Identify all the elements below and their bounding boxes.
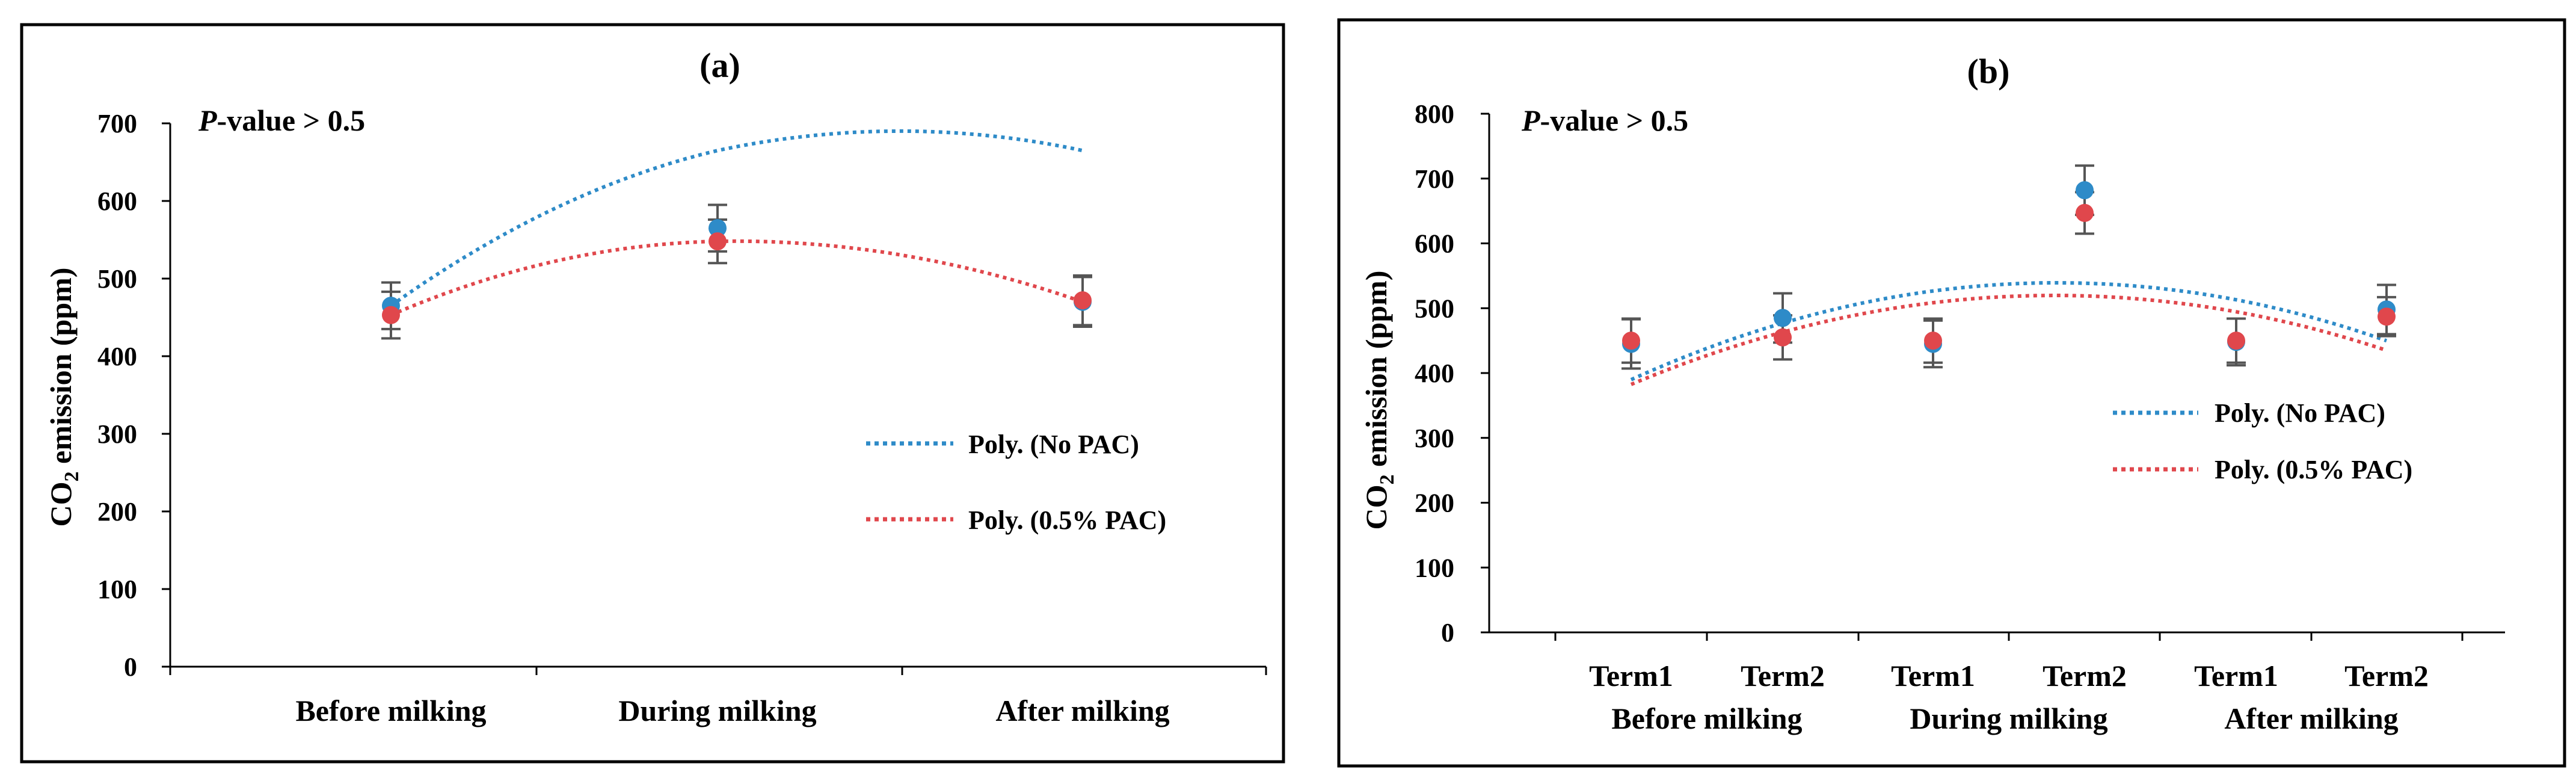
y-tick-label: 100 — [97, 575, 137, 604]
x-category-label: Term2 — [2043, 659, 2127, 693]
y-tick-label: 400 — [1415, 359, 1454, 388]
trendline-pac — [390, 239, 1083, 317]
panel-a-y-axis-label: CO2 emission (ppm) — [44, 268, 83, 527]
panel-a: (a) P-value > 0.5 CO2 emission (ppm) 0 10… — [20, 23, 1285, 764]
x-category-label: Term1 — [2194, 659, 2278, 693]
trendline-no-pac — [390, 129, 1083, 307]
point-pac — [1774, 328, 1792, 347]
y-tick-label: 600 — [97, 187, 137, 216]
x-group-label: During milking — [1910, 702, 2107, 735]
x-category-label: Term1 — [1891, 659, 1975, 693]
x-category-label: Term2 — [1741, 659, 1825, 693]
y-tick-label: 700 — [97, 109, 137, 138]
panel-b-p-value: P-value > 0.5 — [1521, 103, 1688, 137]
x-category-label: Term1 — [1589, 659, 1673, 693]
y-tick-label: 0 — [1441, 618, 1454, 647]
point-pac — [1622, 332, 1640, 350]
x-category-label: After milking — [995, 694, 1169, 727]
y-tick-label: 300 — [1415, 424, 1454, 453]
y-tick-label: 100 — [1415, 553, 1454, 582]
x-group-label: After milking — [2224, 702, 2398, 735]
panel-b-label: (b) — [1967, 52, 2010, 91]
panel-b-legend: Poly. (No PAC) Poly. (0.5% PAC) — [2113, 398, 2412, 484]
point-no-pac — [709, 219, 727, 238]
y-tick-label: 200 — [1415, 489, 1454, 518]
x-category-label: Term2 — [2344, 659, 2429, 693]
panel-b: (b) P-value > 0.5 CO2 emission (ppm) 0 10… — [1337, 18, 2566, 768]
point-no-pac — [1774, 309, 1792, 327]
point-pac — [382, 306, 400, 324]
point-pac — [2076, 203, 2094, 222]
panel-a-points — [381, 203, 1092, 340]
trendline-pac — [1630, 293, 2387, 386]
point-pac — [1924, 332, 1942, 350]
y-tick-label: 400 — [97, 342, 137, 371]
legend-pac-label: Poly. (0.5% PAC) — [968, 505, 1166, 535]
panel-a-axes: 0 100 200 300 400 500 600 700 Before milking Duri… — [97, 109, 1267, 727]
panel-a-trendlines — [390, 129, 1083, 317]
legend-no-pac-label: Poly. (No PAC) — [2215, 398, 2385, 428]
y-tick-label: 700 — [1415, 164, 1454, 194]
panel-a-p-value: P-value > 0.5 — [198, 103, 365, 137]
y-tick-label: 600 — [1415, 229, 1454, 259]
x-category-label: Before milking — [295, 694, 486, 727]
point-pac — [1074, 291, 1092, 310]
trendline-no-pac — [1630, 280, 2387, 381]
point-pac — [2227, 332, 2245, 350]
y-tick-label: 500 — [1415, 294, 1454, 323]
legend-no-pac-label: Poly. (No PAC) — [968, 430, 1139, 459]
y-tick-label: 0 — [124, 652, 137, 682]
panel-b-axes: 0 100 200 300 400 500 600 700 800 Term1 Term2 Term1… — [1415, 99, 2505, 735]
point-pac — [2378, 307, 2396, 326]
panel-b-trendlines — [1630, 280, 2387, 386]
point-no-pac — [2076, 181, 2094, 200]
y-tick-label: 300 — [97, 419, 137, 449]
point-pac — [709, 232, 727, 251]
panel-a-label: (a) — [699, 46, 740, 85]
y-tick-label: 200 — [97, 497, 137, 526]
x-category-label: During milking — [618, 694, 816, 727]
panel-b-points — [1622, 164, 2396, 370]
y-tick-label: 800 — [1415, 99, 1454, 129]
panel-b-frame — [1337, 18, 2566, 768]
panel-a-frame — [20, 23, 1285, 764]
legend-pac-label: Poly. (0.5% PAC) — [2215, 455, 2412, 484]
y-tick-label: 500 — [97, 264, 137, 294]
panel-a-legend: Poly. (No PAC) Poly. (0.5% PAC) — [866, 430, 1166, 535]
x-group-label: Before milking — [1611, 702, 1802, 735]
panel-b-y-axis-label: CO2 emission (ppm) — [1359, 271, 1398, 530]
